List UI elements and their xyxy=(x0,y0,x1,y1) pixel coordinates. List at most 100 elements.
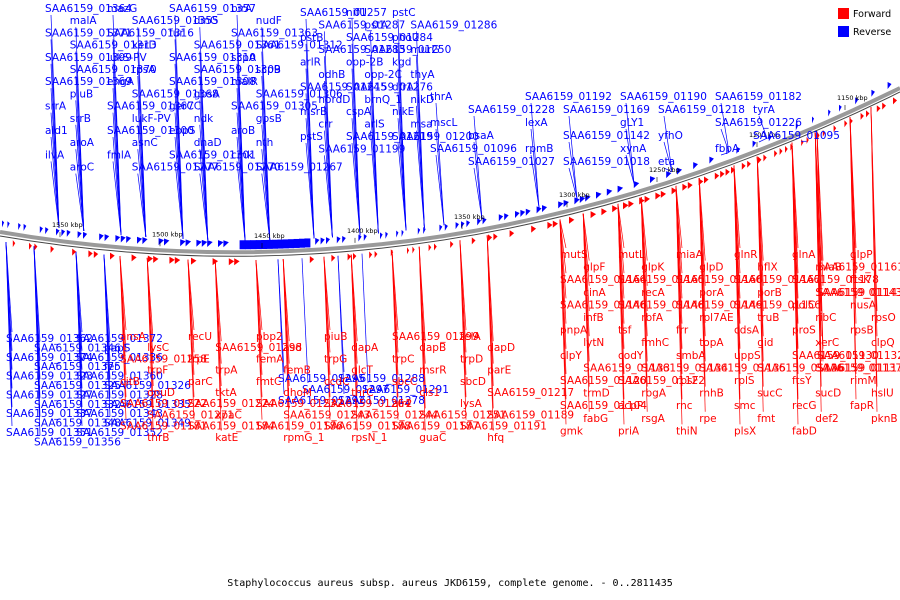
leader-line xyxy=(236,161,246,241)
gene-block xyxy=(682,183,688,191)
gene-block xyxy=(120,235,126,243)
gene-label: scpB xyxy=(256,64,281,76)
gene-block xyxy=(466,220,471,228)
gene-block xyxy=(596,191,602,199)
gene-label: SAA6159_01219 xyxy=(346,131,433,143)
gene-label: thiN xyxy=(676,425,698,437)
gene-block xyxy=(12,240,16,248)
gene-label: SAA6159_01186 xyxy=(256,421,343,433)
gene-block xyxy=(390,249,394,257)
gene-label: srrB xyxy=(70,113,91,125)
gene-label: SAA6159_01288 xyxy=(338,373,425,385)
gene-label: SAA6159_01191 xyxy=(460,421,547,433)
gene-label: pstS xyxy=(300,131,323,143)
leader-line xyxy=(663,167,673,173)
gene-label: nudF xyxy=(256,15,282,27)
gene-block xyxy=(223,240,229,248)
gene-label: SAA6159_01104 xyxy=(560,400,647,412)
leader-line xyxy=(236,136,246,241)
gene-block xyxy=(876,105,881,113)
gene-label: fapR xyxy=(850,400,874,412)
gene-block xyxy=(142,237,148,245)
gene-label: SAA6159_01349 xyxy=(104,418,191,430)
gene-block xyxy=(574,197,580,205)
leader-line xyxy=(758,137,768,143)
leader-line xyxy=(351,142,361,236)
gene-label: alr2 xyxy=(392,398,412,410)
gene-block xyxy=(812,116,815,124)
leader-line xyxy=(435,154,445,226)
gene-label: opuD xyxy=(147,387,175,399)
gene-block xyxy=(671,187,677,195)
gene-label: cls1 xyxy=(419,387,440,399)
gene-label: truB xyxy=(757,312,779,324)
leader-line xyxy=(758,115,768,139)
leader-line xyxy=(397,142,407,231)
gene-label: SAA6159_01130 xyxy=(792,350,879,362)
gene-block xyxy=(477,218,482,226)
leader-line xyxy=(174,136,184,240)
leader-line xyxy=(559,219,567,249)
gene-block xyxy=(585,194,591,202)
gene-label: lukS-PV xyxy=(107,52,147,64)
gene-block xyxy=(644,195,650,203)
tick-label: 1400 kbp xyxy=(347,227,378,235)
gene-block xyxy=(504,213,509,221)
gene-label: citB xyxy=(120,376,140,388)
gene-label: SAA6159_01181 xyxy=(120,421,207,433)
gene-label: xynA xyxy=(620,143,647,155)
leader-line xyxy=(617,203,625,425)
tick-label: 1550 kbp xyxy=(52,221,83,229)
gene-block xyxy=(752,140,757,148)
leader-line xyxy=(559,219,567,425)
leader-line xyxy=(323,256,331,420)
leader-line xyxy=(418,246,426,431)
leader-line xyxy=(568,115,578,199)
gene-block xyxy=(720,170,725,178)
gene-block xyxy=(401,229,404,237)
gene-label: SAA6159_01148 xyxy=(618,299,705,311)
gene-label: fabG xyxy=(583,413,608,425)
gene-block xyxy=(785,145,788,153)
gene-label: xerD xyxy=(132,40,157,52)
gene-label: trpF xyxy=(147,365,168,377)
leader-line xyxy=(617,203,625,249)
leader-line xyxy=(199,173,209,240)
gene-block xyxy=(131,254,137,262)
gene-label: opp-2B xyxy=(346,57,383,69)
gene-block xyxy=(261,240,268,250)
leader-line xyxy=(791,142,799,425)
gene-label: dapD xyxy=(487,342,515,354)
gene-label: SAA6159_01337 xyxy=(6,408,93,420)
leader-line xyxy=(199,124,209,240)
leader-line xyxy=(305,142,315,239)
gene-label: smbA xyxy=(676,350,706,362)
gene-label: SAA6159_01156 xyxy=(734,299,821,311)
leader-line xyxy=(277,259,285,395)
leader-line xyxy=(174,161,184,240)
gene-block xyxy=(23,223,27,231)
gene-label: SAA6159_01190 xyxy=(620,91,707,103)
gene-label: SAA6159_01270 xyxy=(194,162,281,174)
gene-label: cmk xyxy=(231,149,254,161)
gene-label: rpl7AE xyxy=(699,312,733,324)
gene-label: fabD xyxy=(792,425,817,437)
leader-line xyxy=(459,240,467,420)
gene-block xyxy=(601,208,607,216)
gene-block xyxy=(520,209,526,217)
gene-label: porB xyxy=(757,287,782,299)
gene-label: def2 xyxy=(815,413,839,425)
gene-label: hslU xyxy=(871,388,894,400)
gene-block xyxy=(817,132,820,140)
gene-label: cdsA xyxy=(734,325,760,337)
gene-label: pluB xyxy=(70,88,93,100)
gene-block xyxy=(552,220,558,228)
gene-label: arlR xyxy=(300,57,321,69)
gene-label: SAA6159_01264 xyxy=(324,398,411,410)
gene-label: rpsF xyxy=(676,375,699,387)
gene-label: rbgA xyxy=(641,388,667,400)
leader-line xyxy=(568,167,578,199)
gene-block xyxy=(320,237,325,245)
genome-backbone xyxy=(0,86,900,257)
